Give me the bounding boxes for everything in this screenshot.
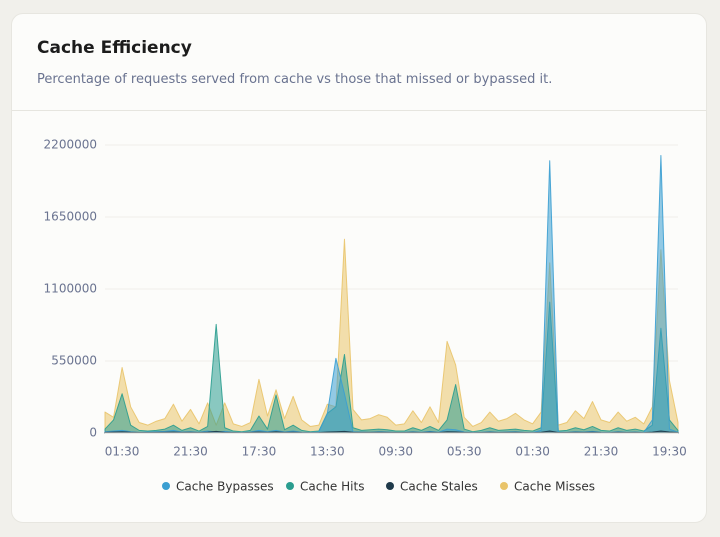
y-tick-label: 1100000 [44, 282, 97, 296]
legend-swatch [386, 482, 394, 490]
legend-swatch [162, 482, 170, 490]
area [104, 238, 679, 434]
y-tick-label: 550000 [51, 354, 97, 368]
chart-title: Cache Efficiency [37, 38, 192, 58]
x-tick-label: 17:30 [242, 445, 277, 459]
x-tick-label: 21:30 [173, 445, 208, 459]
area [104, 301, 679, 434]
x-tick-label: 05:30 [447, 445, 482, 459]
legend: Cache Bypasses Cache Hits Cache Stales Cach… [162, 480, 595, 494]
legend-label: Cache Misses [514, 480, 595, 494]
y-tick-label: 0 [89, 426, 97, 440]
y-tick-label: 1650000 [44, 210, 97, 224]
card-header: Cache Efficiency Percentage of requests … [12, 14, 706, 111]
x-tick-label: 19:30 [652, 445, 687, 459]
legend-label: Cache Hits [300, 480, 364, 494]
area [104, 154, 679, 434]
card: Cache Efficiency Percentage of requests … [11, 13, 707, 523]
y-tick-label: 2200000 [44, 138, 97, 152]
x-tick-label: 09:30 [378, 445, 413, 459]
x-tick-label: 01:30 [105, 445, 140, 459]
legend-label: Cache Bypasses [176, 480, 274, 494]
chart-subtitle: Percentage of requests served from cache… [37, 72, 553, 87]
x-tick-label: 13:30 [310, 445, 345, 459]
legend-swatch [286, 482, 294, 490]
x-tick-label: 01:30 [515, 445, 550, 459]
x-tick-label: 21:30 [584, 445, 619, 459]
legend-swatch [500, 482, 508, 490]
legend-label: Cache Stales [400, 480, 478, 494]
